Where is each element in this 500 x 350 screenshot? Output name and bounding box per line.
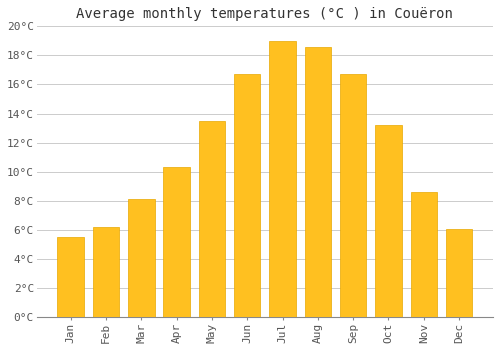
Bar — [164, 167, 190, 317]
Bar — [304, 47, 331, 317]
Bar — [375, 125, 402, 317]
Bar — [58, 237, 84, 317]
Bar — [270, 41, 296, 317]
Bar — [446, 229, 472, 317]
Bar — [340, 74, 366, 317]
Bar — [128, 199, 154, 317]
Bar — [410, 192, 437, 317]
Bar — [198, 121, 225, 317]
Title: Average monthly temperatures (°C ) in Couëron: Average monthly temperatures (°C ) in Co… — [76, 7, 454, 21]
Bar — [93, 227, 120, 317]
Bar — [234, 74, 260, 317]
